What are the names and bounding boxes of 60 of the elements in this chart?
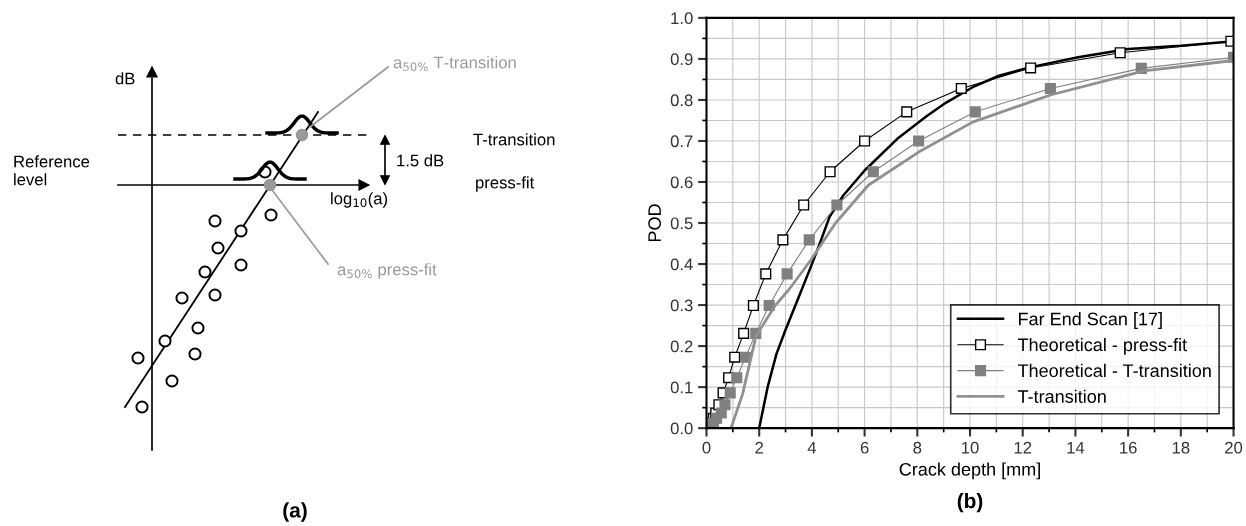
x-tick-label: 10 — [962, 441, 979, 454]
y-tick-label: 0.4 — [670, 258, 693, 271]
point — [831, 199, 843, 211]
x-tick-label: 20 — [1225, 441, 1243, 454]
y-tick-label: 0.7 — [670, 135, 693, 148]
legend-label: Theoretical - T-transition — [1017, 363, 1211, 378]
text: press-fit — [476, 176, 535, 192]
point — [724, 387, 736, 399]
y-tick-label: 0.5 — [670, 217, 693, 230]
point — [729, 351, 741, 363]
y-axis-title: POD — [648, 204, 661, 242]
text: Reference level — [14, 155, 90, 186]
point — [781, 268, 793, 280]
point — [731, 372, 743, 384]
point — [901, 106, 913, 118]
point — [777, 234, 789, 246]
point — [719, 399, 731, 411]
legend-label: Far End Scan [17] — [1019, 312, 1162, 329]
point — [738, 327, 750, 339]
x-axis-title: Crack depth [mm] — [899, 462, 1040, 480]
point — [798, 199, 810, 211]
y-tick-label: 0.3 — [670, 299, 693, 312]
text: 1.5 dB — [397, 154, 444, 167]
y-tick-label: 0.2 — [670, 340, 693, 353]
x-tick-label: 18 — [1172, 441, 1190, 454]
x-tick-label: 4 — [807, 441, 817, 454]
y-tick-label: 0.8 — [670, 94, 693, 107]
text: log$_{10}$(a) — [331, 192, 388, 208]
y-tick-label: 0.9 — [670, 53, 693, 66]
point — [1025, 62, 1037, 74]
x-tick-label: 2 — [755, 441, 763, 454]
x-tick-label: 8 — [913, 441, 922, 454]
point — [1044, 82, 1056, 95]
text: a$_{50%}$ T-transition — [393, 56, 516, 72]
text: T-transition — [473, 133, 555, 146]
x-tick-label: 6 — [860, 441, 869, 454]
y-tick-label: 0.0 — [670, 422, 693, 435]
text: (a) — [283, 502, 307, 522]
legend-label: T-transition — [1017, 389, 1106, 403]
point — [859, 135, 871, 147]
text: (b) — [957, 492, 983, 513]
x-tick-label: 14 — [1067, 441, 1085, 454]
point — [803, 234, 815, 246]
point — [867, 166, 879, 178]
x-tick-label: 16 — [1120, 441, 1137, 454]
text: a$_{50%}$ press-fit — [337, 263, 437, 279]
point — [760, 268, 772, 280]
y-tick-label: 1.0 — [671, 12, 693, 25]
y-tick-label: 0.6 — [670, 176, 693, 189]
point — [747, 299, 759, 312]
x-tick-label: 12 — [1014, 441, 1032, 454]
point — [969, 106, 981, 118]
x-tick-label: 0 — [702, 441, 711, 454]
legend-label: Theoretical - press-fit — [1017, 337, 1187, 355]
point — [955, 82, 967, 95]
point — [824, 166, 836, 178]
text: dB — [115, 72, 135, 85]
point — [1114, 47, 1126, 59]
point — [913, 135, 925, 147]
y-tick-label: 0.1 — [670, 381, 693, 394]
